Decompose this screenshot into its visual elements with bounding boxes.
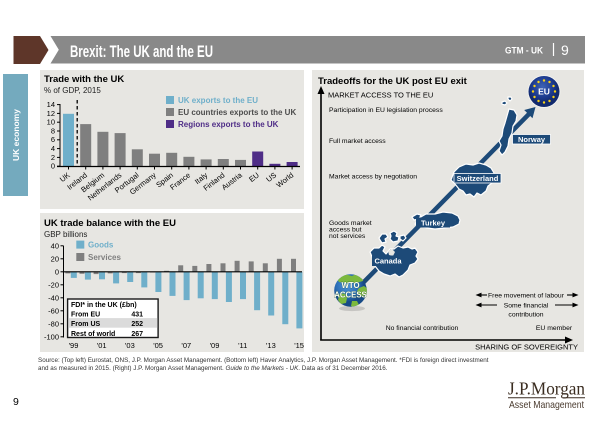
svg-text:267: 267 (131, 331, 143, 338)
svg-text:From EU: From EU (71, 312, 100, 319)
svg-text:% of GDP, 2015: % of GDP, 2015 (44, 86, 101, 95)
svg-text:10: 10 (47, 118, 55, 127)
svg-text:Full market access: Full market access (329, 138, 386, 145)
svg-text:0: 0 (55, 267, 59, 276)
svg-text:8: 8 (51, 126, 55, 135)
svg-text:MARKET ACCESS TO THE EU: MARKET ACCESS TO THE EU (328, 91, 433, 100)
svg-text:Canada: Canada (374, 257, 402, 266)
svg-text:'11: '11 (238, 341, 247, 350)
svg-text:-40: -40 (48, 293, 59, 302)
svg-text:40: 40 (51, 241, 59, 250)
svg-text:Regions exports to the UK: Regions exports to the UK (178, 120, 279, 129)
svg-text:Norway: Norway (518, 135, 546, 144)
svg-text:4: 4 (51, 144, 55, 153)
svg-text:EU member: EU member (536, 325, 573, 332)
svg-text:contribution: contribution (508, 312, 543, 319)
svg-text:-60: -60 (48, 306, 59, 315)
svg-text:Tradeoffs for the UK post EU e: Tradeoffs for the UK post EU exit (318, 76, 468, 87)
svg-text:WTO: WTO (341, 281, 359, 290)
svg-text:'03: '03 (125, 341, 135, 350)
svg-text:12: 12 (47, 109, 55, 118)
svg-text:No financial contribution: No financial contribution (386, 325, 459, 332)
svg-text:J.P.Morgan: J.P.Morgan (508, 379, 585, 399)
svg-text:EU: EU (538, 87, 550, 97)
svg-text:'99: '99 (69, 341, 79, 350)
svg-text:Participation in EU legislatio: Participation in EU legislation process (329, 107, 443, 114)
svg-text:UK trade balance with the EU: UK trade balance with the EU (44, 218, 176, 229)
svg-text:'05: '05 (153, 341, 163, 350)
svg-text:Brexit: The UK and the EU: Brexit: The UK and the EU (70, 43, 213, 61)
svg-text:0: 0 (51, 162, 55, 171)
svg-text:'07: '07 (181, 341, 191, 350)
svg-text:Turkey: Turkey (421, 219, 446, 228)
svg-text:GBP billions: GBP billions (44, 230, 87, 239)
svg-text:-20: -20 (48, 280, 59, 289)
svg-text:Market access by negotiation: Market access by negotiation (329, 174, 417, 181)
svg-text:-100: -100 (44, 332, 59, 341)
svg-text:Free movement of labour: Free movement of labour (488, 293, 565, 300)
svg-text:'01: '01 (97, 341, 107, 350)
svg-text:6: 6 (51, 135, 55, 144)
svg-text:EU countries exports to the UK: EU countries exports to the UK (178, 108, 296, 117)
svg-text:2: 2 (51, 153, 55, 162)
svg-text:9: 9 (561, 42, 569, 58)
svg-text:ACCESS: ACCESS (334, 291, 367, 300)
svg-text:SHARING OF SOVEREIGNTY: SHARING OF SOVEREIGNTY (475, 343, 578, 352)
svg-text:20: 20 (51, 254, 59, 263)
svg-text:GTM - UK: GTM - UK (505, 46, 543, 57)
svg-text:14: 14 (47, 100, 55, 109)
svg-text:not services: not services (329, 233, 366, 240)
svg-text:Goods: Goods (88, 241, 114, 250)
svg-text:Some financial: Some financial (504, 303, 549, 310)
svg-text:UK exports to the EU: UK exports to the EU (178, 96, 258, 105)
svg-text:'15: '15 (294, 341, 304, 350)
svg-text:431: 431 (131, 312, 143, 319)
svg-text:Switzerland: Switzerland (457, 174, 499, 183)
svg-text:Rest of world: Rest of world (71, 331, 115, 338)
svg-text:Services: Services (88, 253, 121, 262)
svg-text:252: 252 (131, 321, 143, 328)
svg-text:'09: '09 (210, 341, 220, 350)
svg-text:FDI* in the UK (£bn): FDI* in the UK (£bn) (71, 302, 137, 309)
svg-text:-80: -80 (48, 319, 59, 328)
svg-text:Trade with the UK: Trade with the UK (44, 74, 124, 85)
svg-text:Goods market: Goods market (329, 220, 372, 227)
svg-text:From US: From US (71, 321, 101, 328)
svg-text:'13: '13 (266, 341, 276, 350)
svg-text:access but: access but (329, 227, 362, 234)
svg-text:Asset Management: Asset Management (509, 399, 584, 411)
